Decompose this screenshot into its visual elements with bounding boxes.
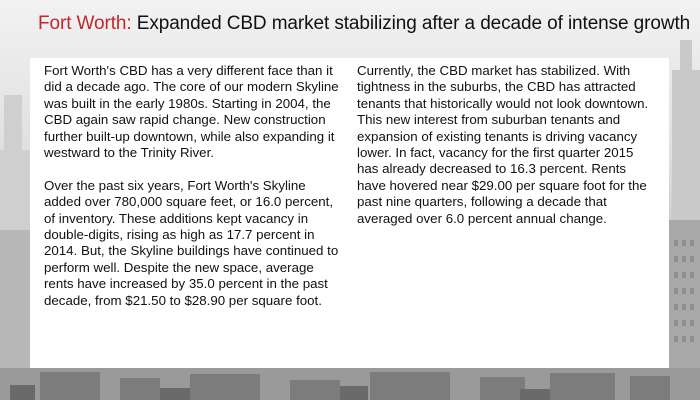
left-paragraph-1: Fort Worth's CBD has a very different fa… — [44, 63, 339, 161]
content-panel: Fort Worth's CBD has a very different fa… — [30, 58, 669, 368]
right-paragraph-1: Currently, the CBD market has stabilized… — [357, 63, 649, 226]
slide-title: Fort Worth: Expanded CBD market stabiliz… — [38, 13, 690, 35]
left-text-column: Fort Worth's CBD has a very different fa… — [44, 63, 344, 325]
slide-title-rest: Expanded CBD market stabilizing after a … — [131, 13, 691, 34]
left-paragraph-2: Over the past six years, Fort Worth's Sk… — [44, 177, 339, 308]
slide-title-city: Fort Worth: — [38, 13, 132, 34]
right-text-column: Currently, the CBD market has stabilized… — [357, 63, 657, 243]
